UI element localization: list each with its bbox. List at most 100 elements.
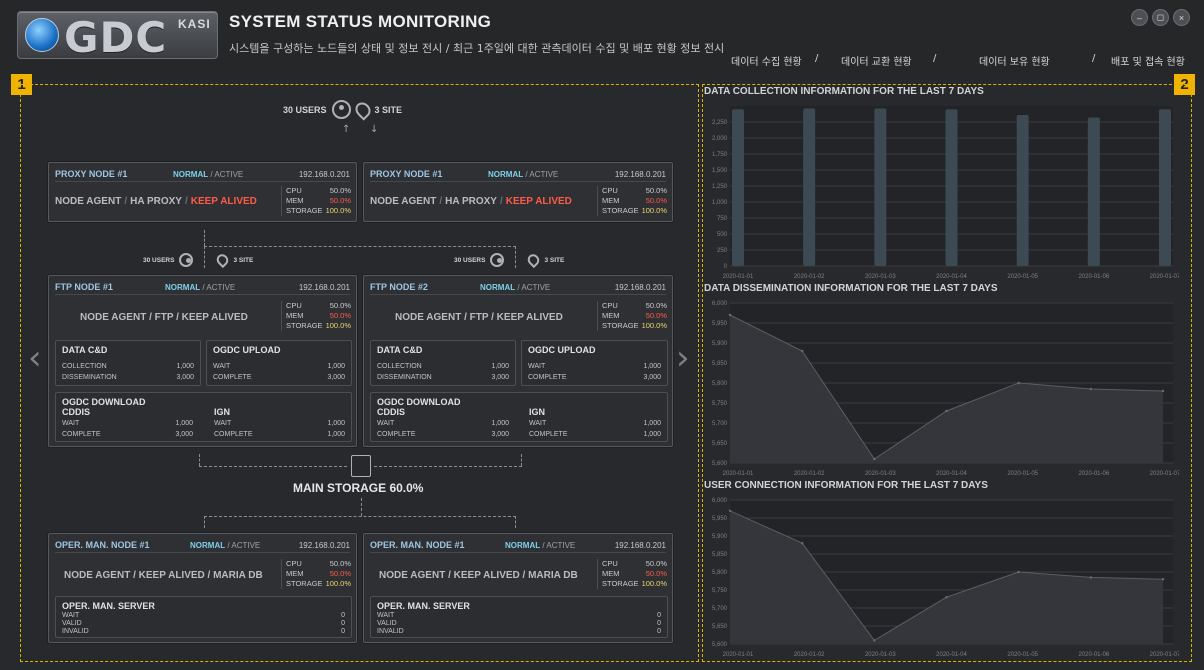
mem-label: MEM — [602, 569, 620, 578]
oper-server-panel: OPER. MAN. SERVER WAIT 0 VALID 0 INVALID 0 — [370, 596, 668, 638]
cpu-label: CPU — [286, 559, 302, 568]
nav-holdings[interactable]: 데이터 보유 현황 — [979, 57, 1050, 68]
y-tick-label: 5,600 — [712, 461, 728, 467]
mem-label: MEM — [286, 311, 304, 320]
divider — [370, 181, 666, 182]
chevron-left-icon[interactable]: ‹ — [28, 338, 42, 378]
data-point — [945, 409, 948, 413]
data-cd-panel: DATA C&D COLLECTION 1,000 DISSEMINATION 3,… — [370, 340, 516, 386]
mem-value: 50.0% — [645, 311, 667, 320]
gdc-logo[interactable]: GDC KASI — [17, 11, 218, 62]
data-point — [873, 639, 876, 642]
y-tick-label: 6,000 — [712, 498, 728, 504]
node-status: NORMAL / ACTIVE — [505, 541, 575, 550]
kv-key: DISSEMINATION — [377, 374, 432, 381]
node-services: NODE AGENT / KEEP ALIVED / MARIA DB — [64, 570, 263, 581]
mem-value: 50.0% — [645, 196, 667, 205]
area-fill — [730, 315, 1163, 463]
storage-value: 100.0% — [325, 579, 351, 588]
bar — [803, 108, 816, 266]
ftp1-user-count: 30 USERS 3 SITE — [143, 251, 253, 269]
kv-value: 1,000 — [327, 420, 345, 427]
proxy-node-2[interactable]: PROXY NODE #1 NORMAL / ACTIVE 192.168.0.… — [363, 162, 673, 222]
y-tick-label: 0 — [724, 264, 728, 270]
svc-sep: / — [184, 196, 188, 207]
resource-usage: CPU 50.0% MEM 50.0% STORAGE 100.0% — [597, 186, 667, 216]
svc-ha-proxy: HA PROXY — [130, 196, 182, 207]
bar — [1087, 117, 1100, 266]
kv-row: COMPLETE 3,000 — [62, 431, 193, 438]
kv-value: 1,000 — [491, 363, 509, 370]
user-count-label: 30 USERS — [283, 104, 327, 115]
kv-value: 1,000 — [327, 431, 345, 438]
panel-title: OGDC DOWNLOAD — [377, 397, 461, 407]
kv-key: COMPLETE — [214, 431, 253, 438]
x-tick-label: 2020-01-06 — [1078, 274, 1109, 280]
mem-label: MEM — [602, 311, 620, 320]
minimize-icon[interactable]: – — [1131, 9, 1148, 26]
node-services: NODE AGENT / FTP / KEEP ALIVED — [395, 312, 563, 323]
cpu-value: 50.0% — [645, 301, 667, 310]
y-tick-label: 5,650 — [712, 441, 728, 447]
restore-icon[interactable]: ◻ — [1152, 9, 1169, 26]
ogdc-upload-panel: OGDC UPLOAD WAIT 1,000 COMPLETE 3,000 — [521, 340, 668, 386]
user-icon — [179, 253, 194, 267]
storage-icon — [351, 455, 371, 477]
y-tick-label: 5,800 — [712, 570, 728, 576]
proxy-node-1[interactable]: PROXY NODE #1 NORMAL / ACTIVE 192.168.0.… — [48, 162, 357, 222]
kv-row: INVALID 0 — [377, 628, 661, 635]
connector — [515, 246, 516, 268]
status-active: ACTIVE — [546, 541, 576, 550]
panel-title: DATA C&D — [62, 345, 108, 355]
kv-value: 1,000 — [175, 420, 193, 427]
y-tick-label: 6,000 — [712, 301, 728, 307]
nav-collection[interactable]: 데이터 수집 현황 — [731, 57, 802, 68]
node-ip: 192.168.0.201 — [298, 283, 350, 292]
chevron-right-icon[interactable]: › — [676, 338, 690, 378]
status-active: ACTIVE — [214, 170, 244, 179]
kv-key: VALID — [377, 620, 397, 627]
x-tick-label: 2020-01-03 — [865, 471, 896, 477]
node-ip: 192.168.0.201 — [298, 541, 350, 550]
status-sep: / — [517, 283, 520, 292]
cpu-value: 50.0% — [645, 559, 667, 568]
y-tick-label: 5,700 — [712, 421, 728, 427]
panel-title: DATA C&D — [377, 345, 423, 355]
status-normal: NORMAL — [505, 541, 541, 550]
collection-chart-svg: 0 250 500 750 1,000 1,250 1,500 1,750 2,000 2,250… — [712, 106, 1179, 280]
cpu-value: 50.0% — [329, 301, 351, 310]
cddis-title: CDDIS — [377, 407, 406, 417]
ftp-node-2[interactable]: FTP NODE #2 NORMAL / ACTIVE 192.168.0.20… — [363, 275, 673, 447]
node-status: NORMAL / ACTIVE — [480, 283, 550, 292]
oper-man-node-1[interactable]: OPER. MAN. NODE #1 NORMAL / ACTIVE 192.1… — [48, 533, 357, 643]
data-point — [1017, 381, 1020, 385]
data-point — [1161, 578, 1165, 581]
panel-title: OGDC UPLOAD — [528, 345, 596, 355]
connector — [199, 454, 200, 466]
connector — [521, 454, 522, 466]
nav-sep: / — [1092, 53, 1096, 64]
mem-label: MEM — [286, 569, 304, 578]
kv-row: INVALID 0 — [62, 628, 345, 635]
x-tick-label: 2020-01-04 — [936, 471, 967, 477]
nav-distribution[interactable]: 배포 및 접속 현황 — [1111, 57, 1185, 68]
oper-man-node-2[interactable]: OPER. MAN. NODE #1 NORMAL / ACTIVE 192.1… — [363, 533, 673, 643]
connector — [361, 498, 362, 516]
status-active: ACTIVE — [206, 283, 236, 292]
kv-value: 1,000 — [643, 420, 661, 427]
status-sep: / — [202, 283, 205, 292]
header: GDC KASI SYSTEM STATUS MONITORING 시스템을 구… — [0, 0, 1204, 80]
mem-label: MEM — [286, 196, 304, 205]
bar — [732, 109, 744, 266]
kv-row: COMPLETE 1,000 — [214, 431, 345, 438]
nav-exchange[interactable]: 데이터 교환 현황 — [841, 57, 912, 68]
close-icon[interactable]: × — [1173, 9, 1190, 26]
ftp-node-1[interactable]: FTP NODE #1 NORMAL / ACTIVE 192.168.0.20… — [48, 275, 357, 447]
kv-row: WAIT 1,000 — [377, 420, 509, 427]
panel-title: OPER. MAN. SERVER — [377, 601, 470, 611]
logo-text: GDC — [64, 13, 168, 62]
kv-value: 3,000 — [643, 374, 661, 381]
y-tick-label: 500 — [717, 232, 728, 238]
node-ip: 192.168.0.201 — [614, 283, 666, 292]
